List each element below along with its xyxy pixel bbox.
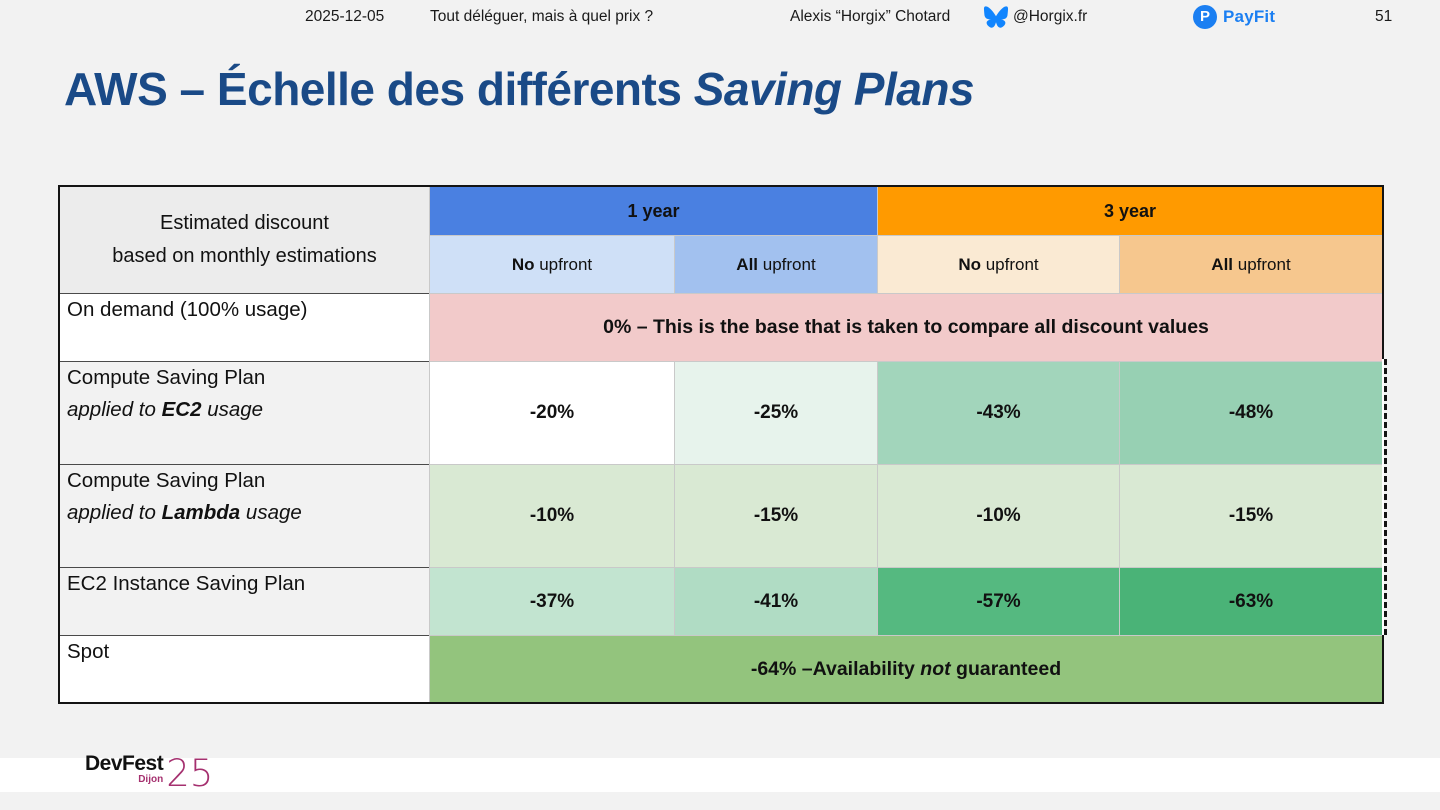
upfront-rest: upfront — [758, 254, 816, 274]
bluesky-icon — [983, 6, 1009, 28]
row-label-csp-ec2: Compute Saving Plan applied to EC2 usage — [60, 361, 429, 464]
devfest-logo-name: DevFest — [85, 752, 164, 775]
spot-value: -64% –Availability not guaranteed — [750, 657, 1062, 680]
row-label-line2: applied to Lambda usage — [67, 500, 302, 524]
footer-social: @Horgix.fr — [983, 0, 1087, 34]
devfest-logo-year: 25 — [166, 752, 214, 795]
cell-csp-lambda-3yr-no: -10% — [877, 464, 1119, 567]
upfront-rest: upfront — [1233, 254, 1291, 274]
row-label-text: On demand (100% usage) — [67, 298, 308, 321]
upfront-rest: upfront — [534, 254, 593, 274]
dashed-highlight-mask — [1382, 359, 1384, 635]
footer-bar — [0, 758, 1440, 792]
header-3-year: 3 year — [877, 187, 1382, 235]
row-label-line2: applied to EC2 usage — [67, 397, 264, 421]
cell-csp-ec2-3yr-all: -48% — [1119, 361, 1382, 464]
header-1yr-all-upfront: All upfront — [674, 235, 877, 293]
row-label-on-demand: On demand (100% usage) — [60, 293, 429, 361]
cell-ec2i-1yr-all: -41% — [674, 567, 877, 635]
footer-talk-title: Tout déléguer, mais à quel prix ? — [430, 8, 654, 25]
table-corner-header: Estimated discount based on monthly esti… — [60, 187, 429, 293]
cell-csp-lambda-1yr-no: -10% — [429, 464, 674, 567]
row-label-spot: Spot — [60, 635, 429, 702]
row-label-line1: Compute Saving Plan — [67, 469, 266, 492]
upfront-bold: No — [958, 254, 981, 274]
row-label-line1: Compute Saving Plan — [67, 366, 266, 389]
corner-line2: based on monthly estimations — [112, 245, 377, 267]
header-1yr-no-upfront: No upfront — [429, 235, 674, 293]
cell-csp-lambda-1yr-all: -15% — [674, 464, 877, 567]
devfest-logo: DevFest Dijon 25 — [85, 752, 214, 795]
header-3yr-all-upfront: All upfront — [1119, 235, 1382, 293]
upfront-rest: upfront — [981, 254, 1039, 274]
header-1-year: 1 year — [429, 187, 877, 235]
cell-csp-ec2-1yr-no: -20% — [429, 361, 674, 464]
footer-social-handle: @Horgix.fr — [1013, 8, 1088, 25]
row-label-ec2-instance: EC2 Instance Saving Plan — [60, 567, 429, 635]
row-label-csp-lambda: Compute Saving Plan applied to Lambda us… — [60, 464, 429, 567]
upfront-bold: All — [736, 254, 759, 274]
cell-on-demand-span: 0% – This is the base that is taken to c… — [429, 293, 1382, 361]
footer-speaker: Alexis “Horgix” Chotard — [790, 8, 951, 25]
page-title-italic: Saving Plans — [693, 63, 975, 115]
on-demand-value: 0% – This is the base that is taken to c… — [603, 316, 1209, 338]
dashed-highlight-border — [1384, 359, 1387, 635]
cell-csp-ec2-1yr-all: -25% — [674, 361, 877, 464]
row-label-text: Spot — [67, 640, 110, 663]
header-3yr-no-upfront: No upfront — [877, 235, 1119, 293]
page-title-regular: AWS – Échelle des différents — [64, 63, 694, 115]
corner-line1: Estimated discount — [160, 212, 329, 234]
payfit-logo: P PayFit — [1193, 0, 1275, 34]
cell-csp-lambda-3yr-all: -15% — [1119, 464, 1382, 567]
payfit-mark-icon: P — [1193, 5, 1217, 29]
upfront-bold: All — [1211, 254, 1234, 274]
savings-plan-table: Estimated discount based on monthly esti… — [58, 185, 1387, 704]
cell-ec2i-3yr-no: -57% — [877, 567, 1119, 635]
upfront-bold: No — [511, 254, 535, 274]
page-number: 51 — [1375, 8, 1393, 25]
row-label-text: EC2 Instance Saving Plan — [67, 572, 306, 595]
cell-ec2i-3yr-all: -63% — [1119, 567, 1382, 635]
payfit-logo-text: PayFit — [1223, 7, 1276, 26]
devfest-logo-city: Dijon — [138, 774, 164, 785]
page-title: AWS – Échelle des différents Saving Plan… — [64, 62, 975, 116]
footer-date: 2025-12-05 — [305, 8, 385, 25]
cell-csp-ec2-3yr-no: -43% — [877, 361, 1119, 464]
cell-spot-span: -64% –Availability not guaranteed — [429, 635, 1382, 702]
cell-ec2i-1yr-no: -37% — [429, 567, 674, 635]
